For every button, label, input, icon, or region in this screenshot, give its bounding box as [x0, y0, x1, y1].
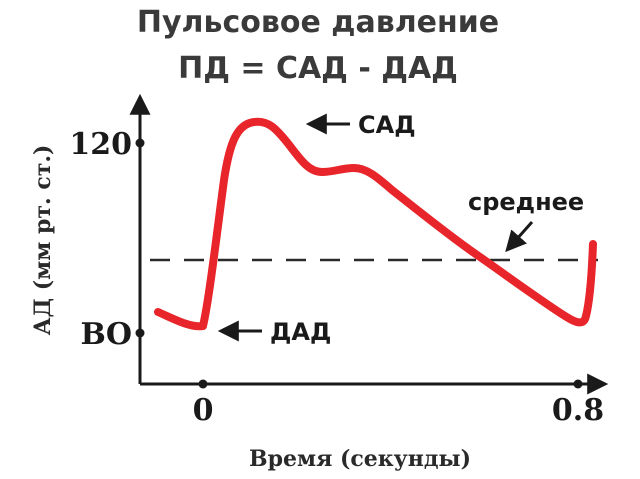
- x-tick-0-label: 0: [193, 393, 214, 428]
- mean-arrow: [505, 221, 534, 253]
- diastolic-label: ДАД: [270, 318, 331, 346]
- y-tick-120-label: 120: [69, 127, 132, 162]
- systolic-label: САД: [358, 111, 416, 139]
- diagram-formula: ПД = САД - ДАД: [178, 51, 458, 86]
- y-axis-label: АД (мм рт. ст.): [30, 145, 56, 336]
- x-tick-0-dot: [198, 379, 208, 389]
- mean-label: среднее: [468, 188, 584, 216]
- diagram-title: Пульсовое давление: [137, 5, 499, 40]
- x-tick-08-label: 0.8: [552, 393, 604, 428]
- pressure-curve: [154, 117, 597, 331]
- y-tick-vo-dot: [135, 328, 145, 338]
- x-tick-08-dot: [573, 379, 583, 389]
- x-axis-label: Время (секунды): [249, 446, 471, 472]
- y-tick-120-dot: [135, 138, 145, 148]
- y-tick-vo-label: ВО: [81, 317, 133, 352]
